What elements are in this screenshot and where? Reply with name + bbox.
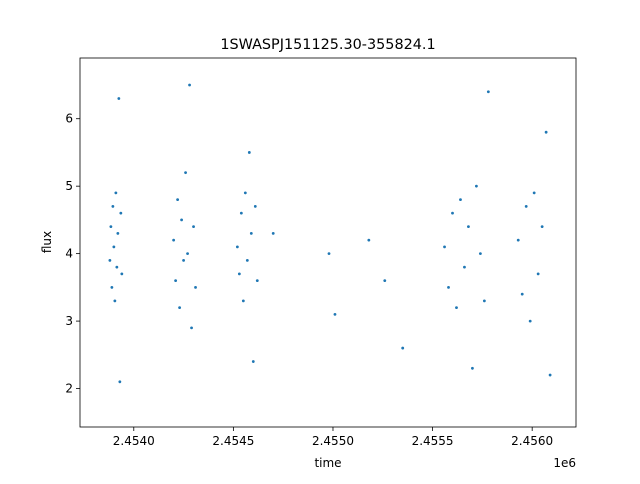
data-point <box>482 299 486 303</box>
x-tick-label: 2.4540 <box>113 434 155 448</box>
data-point <box>471 366 474 370</box>
data-point <box>194 285 197 289</box>
x-axis-offset-label: 1e6 <box>553 456 576 470</box>
data-point <box>184 171 187 175</box>
data-point <box>110 285 114 289</box>
data-point <box>271 231 275 235</box>
y-tick-label: 4 <box>65 247 73 261</box>
data-point <box>192 225 195 229</box>
plot-frame <box>79 57 577 428</box>
x-axis: 2.4540 2.4545 2.4550 2.4555 2.4560 <box>113 427 553 448</box>
data-point <box>237 272 241 276</box>
y-tick-label: 3 <box>65 314 73 328</box>
data-point <box>459 198 462 202</box>
data-point <box>524 205 528 208</box>
data-point <box>516 238 520 242</box>
y-tick-label: 6 <box>65 112 73 126</box>
data-point <box>532 191 536 195</box>
y-tick-label: 2 <box>65 382 73 396</box>
data-point <box>120 272 124 276</box>
data-point <box>333 312 337 316</box>
data-point <box>111 205 115 208</box>
x-tick-label: 2.4555 <box>412 434 454 448</box>
data-point <box>253 205 257 208</box>
data-point <box>367 238 371 242</box>
data-point <box>475 184 478 188</box>
data-point <box>116 231 120 235</box>
x-tick-label: 2.4560 <box>511 434 553 448</box>
data-point <box>188 83 191 87</box>
data-point <box>255 279 259 283</box>
data-point <box>528 319 532 323</box>
y-axis: 2 3 4 5 6 <box>65 112 80 396</box>
data-point <box>115 265 119 269</box>
data-point <box>548 373 552 377</box>
data-point <box>117 97 121 100</box>
data-point <box>239 211 243 215</box>
data-point <box>114 191 118 195</box>
data-point <box>235 245 239 249</box>
data-point <box>536 272 540 276</box>
data-point <box>455 306 458 309</box>
data-point <box>383 279 387 283</box>
data-point <box>540 225 544 229</box>
data-point <box>447 285 450 289</box>
data-point <box>109 225 113 229</box>
data-points-layer <box>108 83 552 384</box>
data-point <box>327 252 331 256</box>
data-point <box>176 198 180 202</box>
chart-title: 1SWASPJ151125.30-355824.1 <box>220 37 435 53</box>
data-point <box>245 258 249 262</box>
data-point <box>544 130 548 134</box>
data-point <box>174 279 178 283</box>
x-tick-label: 2.4550 <box>312 434 354 448</box>
data-point <box>467 225 470 229</box>
x-axis-label: time <box>314 456 341 470</box>
data-point <box>486 90 490 94</box>
y-axis-label: flux <box>40 231 54 253</box>
data-point <box>190 326 193 330</box>
data-point <box>451 211 454 215</box>
data-point <box>243 191 247 195</box>
data-point <box>251 360 255 363</box>
data-point <box>112 245 116 249</box>
data-point <box>178 306 182 309</box>
data-point <box>186 252 189 256</box>
data-point <box>249 231 253 235</box>
y-tick-label: 5 <box>65 179 73 193</box>
plot-area <box>80 58 576 427</box>
data-point <box>478 252 482 256</box>
data-point <box>113 299 117 303</box>
data-point <box>182 258 185 262</box>
data-point <box>443 245 446 249</box>
x-tick-label: 2.4545 <box>212 434 254 448</box>
data-point <box>180 218 183 222</box>
data-point <box>108 258 112 262</box>
data-point <box>119 211 123 215</box>
data-point <box>520 292 524 296</box>
data-point <box>172 238 176 242</box>
data-point <box>118 380 122 384</box>
data-point <box>463 265 466 269</box>
data-point <box>401 346 405 350</box>
data-point <box>241 299 245 303</box>
data-point <box>247 151 251 154</box>
